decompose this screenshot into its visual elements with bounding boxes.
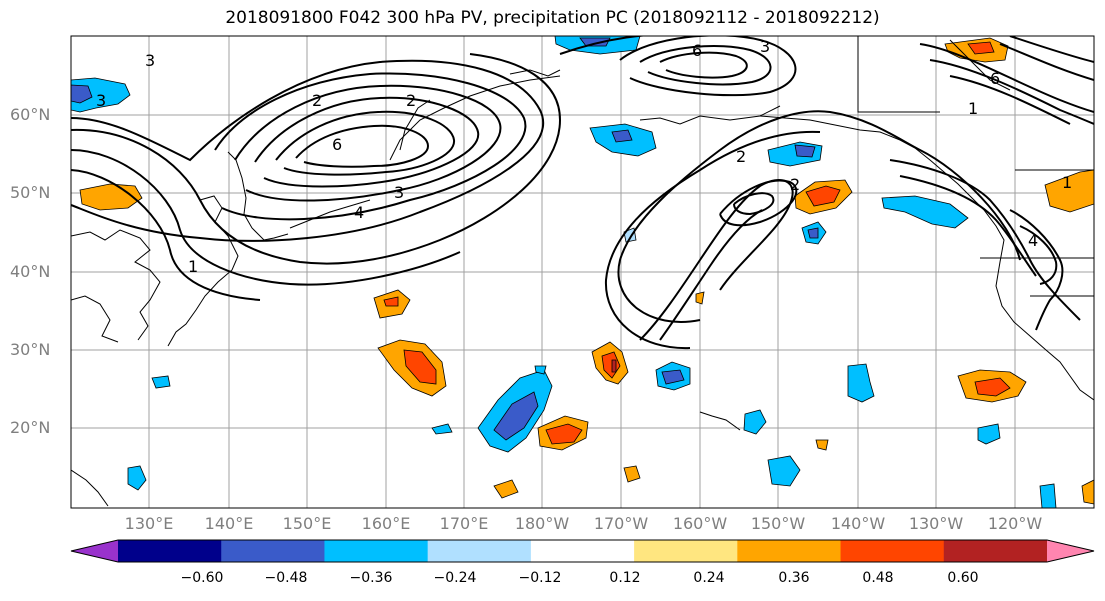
lat-label-60n: 60°N [10,105,51,124]
colorbar-extend-low [71,540,118,562]
map-frame [70,35,1095,509]
colorbar-tick-label: 0.24 [693,570,725,586]
pv-contours [71,36,1094,350]
colorbar-bin [943,540,1048,562]
lon-label-150e: 150°E [282,514,332,533]
colorbar-tick-label: −0.12 [518,570,562,586]
contour-label-6c: 6 [990,69,1000,88]
colorbar-tick-label: 0.36 [778,570,810,586]
contour-label-6b: 6 [692,41,702,60]
contour-label-1b: 1 [968,99,978,118]
lat-label-30n: 30°N [10,340,51,359]
colorbar-tick-label: −0.36 [349,570,393,586]
colorbar-extend-high [1047,540,1094,562]
contour-label-2b: 2 [406,91,416,110]
contour-label-6: 6 [332,135,342,154]
colorbar [70,539,1095,563]
lon-label-170e: 170°E [439,514,489,533]
contour-label-1c: 1 [1062,173,1072,192]
coastlines [71,36,1094,507]
contour-label-3c: 3 [394,183,404,202]
colorbar-bin [324,540,429,562]
contour-label-2c: 2 [736,147,746,166]
lat-label-40n: 40°N [10,262,51,281]
colorbar-tick-label: −0.48 [264,570,308,586]
colorbar-tick-label: −0.60 [180,570,224,586]
contour-label-2a: 2 [312,91,322,110]
lat-label-20n: 20°N [10,418,51,437]
colorbar-bin [221,540,325,562]
contour-label-4: 4 [354,203,364,222]
lon-label-140e: 140°E [204,514,254,533]
lon-label-130w: 130°W [908,514,964,533]
colorbar-tick-label: 0.48 [862,570,894,586]
colorbar-bin [634,540,738,562]
colorbar-tick-label: 0.12 [609,570,641,586]
contour-label-2d: 2 [790,175,800,194]
map-title: 2018091800 F042 300 hPa PV, precipitatio… [225,8,880,28]
colorbar-bin [737,540,842,562]
colorbar-outline [70,539,1095,563]
colorbar-bin [530,540,635,562]
lon-label-160w: 160°W [672,514,728,533]
contour-label-4b: 4 [1028,231,1038,250]
lon-label-120w: 120°W [987,514,1043,533]
colorbar-bin [840,540,945,562]
lon-label-180w: 180°W [514,514,570,533]
contour-label-3d: 3 [760,37,770,56]
colorbar-tick-label: 0.60 [947,570,979,586]
lon-label-130e: 130°E [124,514,174,533]
pv-contour-labels: 3 3 2 6 4 3 1 2 6 3 2 2 6 1 1 4 [96,37,1072,276]
lon-label-170w: 170°W [593,514,649,533]
contour-label-3a: 3 [96,91,106,110]
colorbar-bin [427,540,532,562]
lat-label-50n: 50°N [10,183,51,202]
lon-label-160e: 160°E [361,514,411,533]
colorbar-bin [118,540,222,562]
contour-label-1a: 1 [188,257,198,276]
contour-label-3b: 3 [145,51,155,70]
colorbar-tick-label: −0.24 [433,570,477,586]
lon-label-150w: 150°W [750,514,806,533]
lon-label-140w: 140°W [830,514,886,533]
